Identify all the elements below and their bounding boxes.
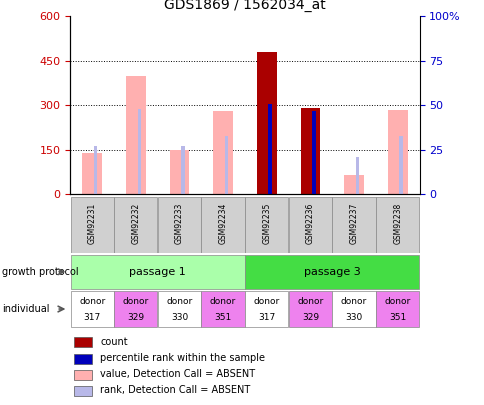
Bar [332,197,375,253]
Text: count: count [100,337,127,347]
Bar [225,136,228,194]
Bar [181,146,184,194]
Bar [74,369,92,379]
Bar [344,175,363,194]
Bar [375,291,419,327]
Text: donor: donor [166,297,192,306]
Text: donor: donor [122,297,149,306]
Text: GSM92232: GSM92232 [131,203,140,244]
Text: donor: donor [384,297,410,306]
Text: individual: individual [2,304,49,314]
Text: value, Detection Call = ABSENT: value, Detection Call = ABSENT [100,369,255,379]
Bar [169,150,189,194]
Text: 317: 317 [83,313,101,322]
Bar [114,197,157,253]
Bar [244,197,288,253]
Bar [201,197,244,253]
Bar [375,197,419,253]
Bar [355,157,359,194]
Bar [82,153,102,194]
Bar [300,108,319,194]
Text: donor: donor [79,297,105,306]
Bar [268,104,272,194]
Text: donor: donor [253,297,279,306]
Bar [244,291,288,327]
Bar [244,255,419,289]
Bar [213,111,232,194]
Text: GSM92236: GSM92236 [305,203,314,244]
Bar [201,291,244,327]
Text: GSM92235: GSM92235 [262,203,271,244]
Text: 330: 330 [170,313,188,322]
Bar [332,291,375,327]
Text: GSM92233: GSM92233 [175,203,183,244]
Text: 330: 330 [345,313,362,322]
Bar [94,146,97,194]
Text: donor: donor [210,297,236,306]
Bar [288,197,332,253]
Title: GDS1869 / 1562034_at: GDS1869 / 1562034_at [164,0,325,13]
Bar [74,386,92,396]
Bar [387,110,407,194]
Bar [288,291,332,327]
Text: 351: 351 [388,313,406,322]
Text: rank, Detection Call = ABSENT: rank, Detection Call = ABSENT [100,385,250,395]
Text: donor: donor [340,297,366,306]
Bar [137,109,141,194]
Bar [70,255,244,289]
Text: passage 1: passage 1 [129,267,186,277]
Text: GSM92234: GSM92234 [218,203,227,244]
Bar [114,291,157,327]
Bar [70,291,114,327]
Text: 329: 329 [127,313,144,322]
Text: GSM92237: GSM92237 [349,203,358,244]
Text: donor: donor [297,297,323,306]
Bar [399,136,402,194]
Bar [312,111,315,194]
Bar [74,354,92,364]
Bar [157,291,201,327]
Text: passage 3: passage 3 [303,267,360,277]
Bar [70,197,114,253]
Bar [312,111,315,194]
Text: GSM92231: GSM92231 [88,203,96,244]
Text: 329: 329 [301,313,318,322]
Bar [157,197,201,253]
Bar [257,52,276,194]
Text: 351: 351 [214,313,231,322]
Bar [126,76,145,194]
Text: 317: 317 [257,313,275,322]
Bar [74,337,92,347]
Text: percentile rank within the sample: percentile rank within the sample [100,353,265,363]
Text: GSM92238: GSM92238 [393,203,401,244]
Text: growth protocol: growth protocol [2,267,78,277]
